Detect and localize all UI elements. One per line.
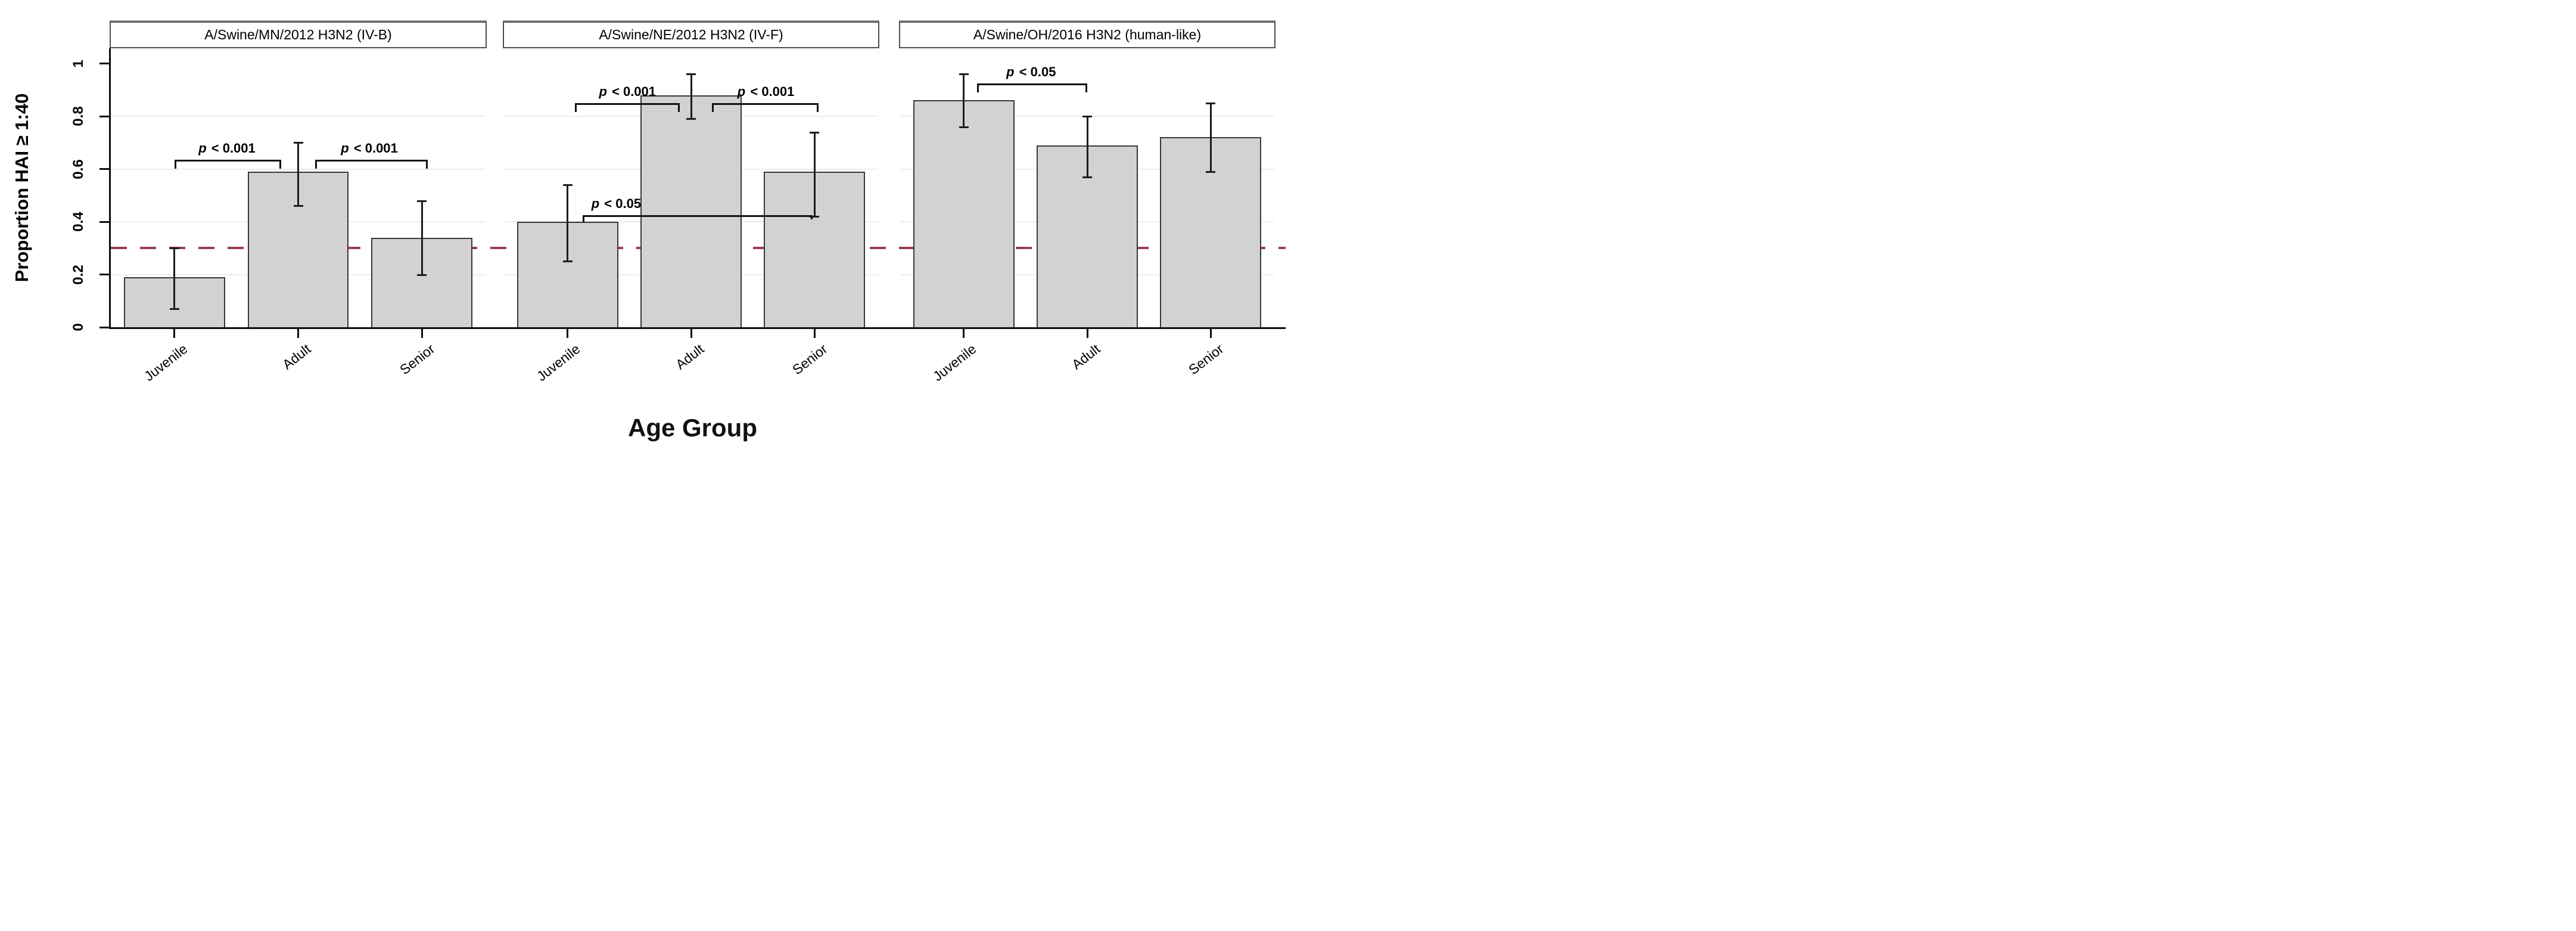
x-axis-line	[109, 327, 1286, 329]
y-tick	[99, 326, 109, 328]
gridline	[111, 116, 486, 117]
figure: Proportion HAI ≥ 1:40 0 0.2 0.4 0.6 0.8 1 A/Sw…	[0, 0, 1288, 466]
p-value-label: p < 0.05	[1006, 64, 1056, 79]
y-axis-title: Proportion HAI ≥ 1:40	[11, 93, 32, 283]
error-bar-cap-top	[686, 73, 696, 76]
x-tick	[1086, 329, 1088, 338]
significance-bracket	[582, 215, 813, 217]
error-bar-cap-top	[417, 200, 427, 202]
error-bar-cap-top	[293, 142, 303, 144]
panel-title: A/Swine/OH/2016 H3N2 (human-like)	[973, 27, 1202, 42]
x-tick	[1209, 329, 1212, 338]
error-bar-cap-bottom	[169, 308, 179, 311]
significance-bracket	[575, 103, 680, 105]
error-bar	[567, 185, 569, 262]
error-bar-cap-bottom	[562, 260, 573, 263]
panel: p < 0.001 p < 0.001	[111, 48, 486, 327]
error-bar-cap-top	[169, 247, 179, 250]
error-bar	[173, 248, 176, 309]
y-tick-label: 0	[70, 323, 86, 331]
bracket-end-left	[315, 160, 317, 169]
panel: p < 0.001 p < 0.001 p < 0.05	[504, 48, 878, 327]
x-axis-title: Age Group	[628, 414, 757, 442]
x-category-label: Juvenile	[534, 341, 583, 384]
significance-bracket	[315, 160, 428, 162]
error-bar-cap-bottom	[959, 126, 969, 128]
error-bar-cap-top	[562, 184, 573, 187]
y-tick	[99, 221, 109, 223]
y-tick-label: 0.6	[70, 159, 86, 179]
panel-title-box: A/Swine/NE/2012 H3N2 (IV-F)	[503, 21, 879, 48]
y-tick-label: 0.8	[70, 106, 86, 126]
bracket-end-right	[425, 160, 428, 169]
panel-title-box: A/Swine/MN/2012 H3N2 (IV-B)	[110, 21, 487, 48]
x-tick	[421, 329, 423, 338]
error-bar-cap-bottom	[293, 205, 303, 207]
error-bar-cap-top	[1082, 116, 1092, 117]
p-value-label: p < 0.001	[341, 141, 398, 156]
error-bar	[421, 200, 423, 275]
error-bar-cap-bottom	[810, 216, 820, 218]
x-tick	[690, 329, 692, 338]
significance-bracket	[711, 103, 819, 105]
bar-juvenile	[913, 100, 1015, 327]
x-category-label: Juvenile	[930, 341, 979, 384]
error-bar-cap-bottom	[417, 274, 427, 276]
y-tick	[99, 168, 109, 170]
y-tick-label: 0.2	[70, 264, 86, 285]
bracket-end-left	[976, 83, 979, 92]
error-bar	[963, 74, 965, 127]
bracket-end-right	[816, 103, 819, 112]
bracket-end-left	[575, 103, 577, 112]
bracket-end-right	[1085, 83, 1087, 92]
bracket-end-right	[279, 160, 282, 169]
panel-title: A/Swine/MN/2012 H3N2 (IV-B)	[204, 27, 392, 42]
bracket-end-left	[582, 215, 584, 222]
error-bar	[1209, 103, 1212, 172]
x-category-label: Senior	[789, 341, 830, 378]
x-category-label: Adult	[279, 341, 314, 373]
y-tick	[99, 274, 109, 275]
x-category-label: Juvenile	[141, 341, 190, 384]
p-value-label: p < 0.001	[198, 141, 256, 156]
y-tick	[99, 115, 109, 117]
x-tick	[813, 329, 816, 338]
bracket-end-right	[811, 215, 813, 219]
p-value-label: p < 0.001	[599, 83, 657, 99]
bar-adult	[640, 95, 742, 327]
x-tick	[567, 329, 569, 338]
y-tick-label: 0.4	[70, 212, 86, 232]
error-bar	[813, 132, 816, 217]
bracket-end-left	[711, 103, 714, 112]
panel: p < 0.05	[900, 48, 1274, 327]
bracket-end-right	[678, 103, 680, 112]
error-bar-cap-top	[959, 73, 969, 76]
x-tick	[963, 329, 965, 338]
y-tick	[99, 63, 109, 64]
error-bar	[690, 74, 692, 119]
bracket-end-left	[174, 160, 176, 169]
error-bar-cap-bottom	[686, 118, 696, 120]
p-value-label: p < 0.05	[591, 195, 642, 211]
x-category-label: Senior	[396, 341, 438, 378]
x-tick	[173, 329, 176, 338]
significance-bracket	[976, 83, 1087, 85]
error-bar	[1086, 116, 1088, 177]
panel-title-box: A/Swine/OH/2016 H3N2 (human-like)	[899, 21, 1275, 48]
x-tick	[297, 329, 299, 338]
x-category-label: Adult	[1068, 341, 1103, 373]
p-value-label: p < 0.001	[737, 83, 795, 99]
panel-title: A/Swine/NE/2012 H3N2 (IV-F)	[599, 27, 783, 42]
significance-bracket	[174, 160, 282, 162]
error-bar	[297, 142, 299, 206]
y-tick-label: 1	[70, 59, 86, 68]
x-category-label: Senior	[1185, 341, 1227, 378]
error-bar-cap-top	[1206, 102, 1216, 104]
error-bar-cap-bottom	[1206, 170, 1216, 173]
x-category-label: Adult	[672, 341, 707, 373]
error-bar-cap-top	[810, 131, 820, 134]
error-bar-cap-bottom	[1082, 176, 1092, 178]
y-axis-line	[109, 48, 111, 329]
